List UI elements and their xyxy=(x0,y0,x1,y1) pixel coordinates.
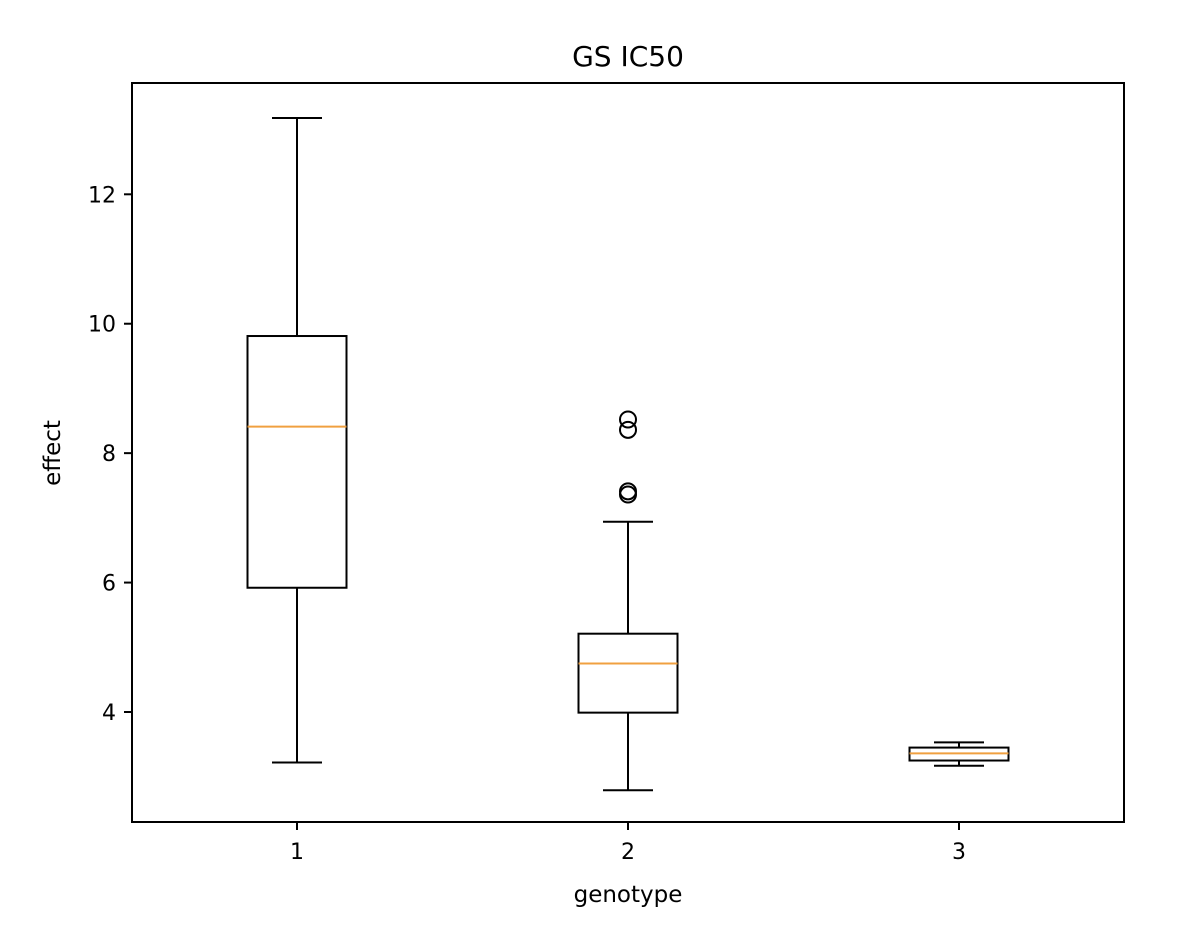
box-2-outlier-2 xyxy=(619,420,637,439)
y-tick-label-8: 8 xyxy=(102,442,116,467)
y-tick-label-12: 12 xyxy=(88,183,116,208)
chart-title: GS IC50 xyxy=(572,40,684,73)
y-axis-label: effect xyxy=(40,420,66,486)
box-2-outlier-3 xyxy=(619,410,637,429)
y-tick-label-10: 10 xyxy=(88,313,116,338)
x-tick-label-3: 3 xyxy=(952,840,966,865)
y-tick-label-6: 6 xyxy=(102,572,116,597)
box-1-iqr xyxy=(246,335,348,589)
box-2-outlier-1 xyxy=(619,482,637,501)
box-2-iqr xyxy=(577,632,679,714)
x-axis-label: genotype xyxy=(574,882,683,908)
x-tick-label-2: 2 xyxy=(621,840,635,865)
x-tick-label-1: 1 xyxy=(290,840,304,865)
y-tick-label-4: 4 xyxy=(102,701,116,726)
